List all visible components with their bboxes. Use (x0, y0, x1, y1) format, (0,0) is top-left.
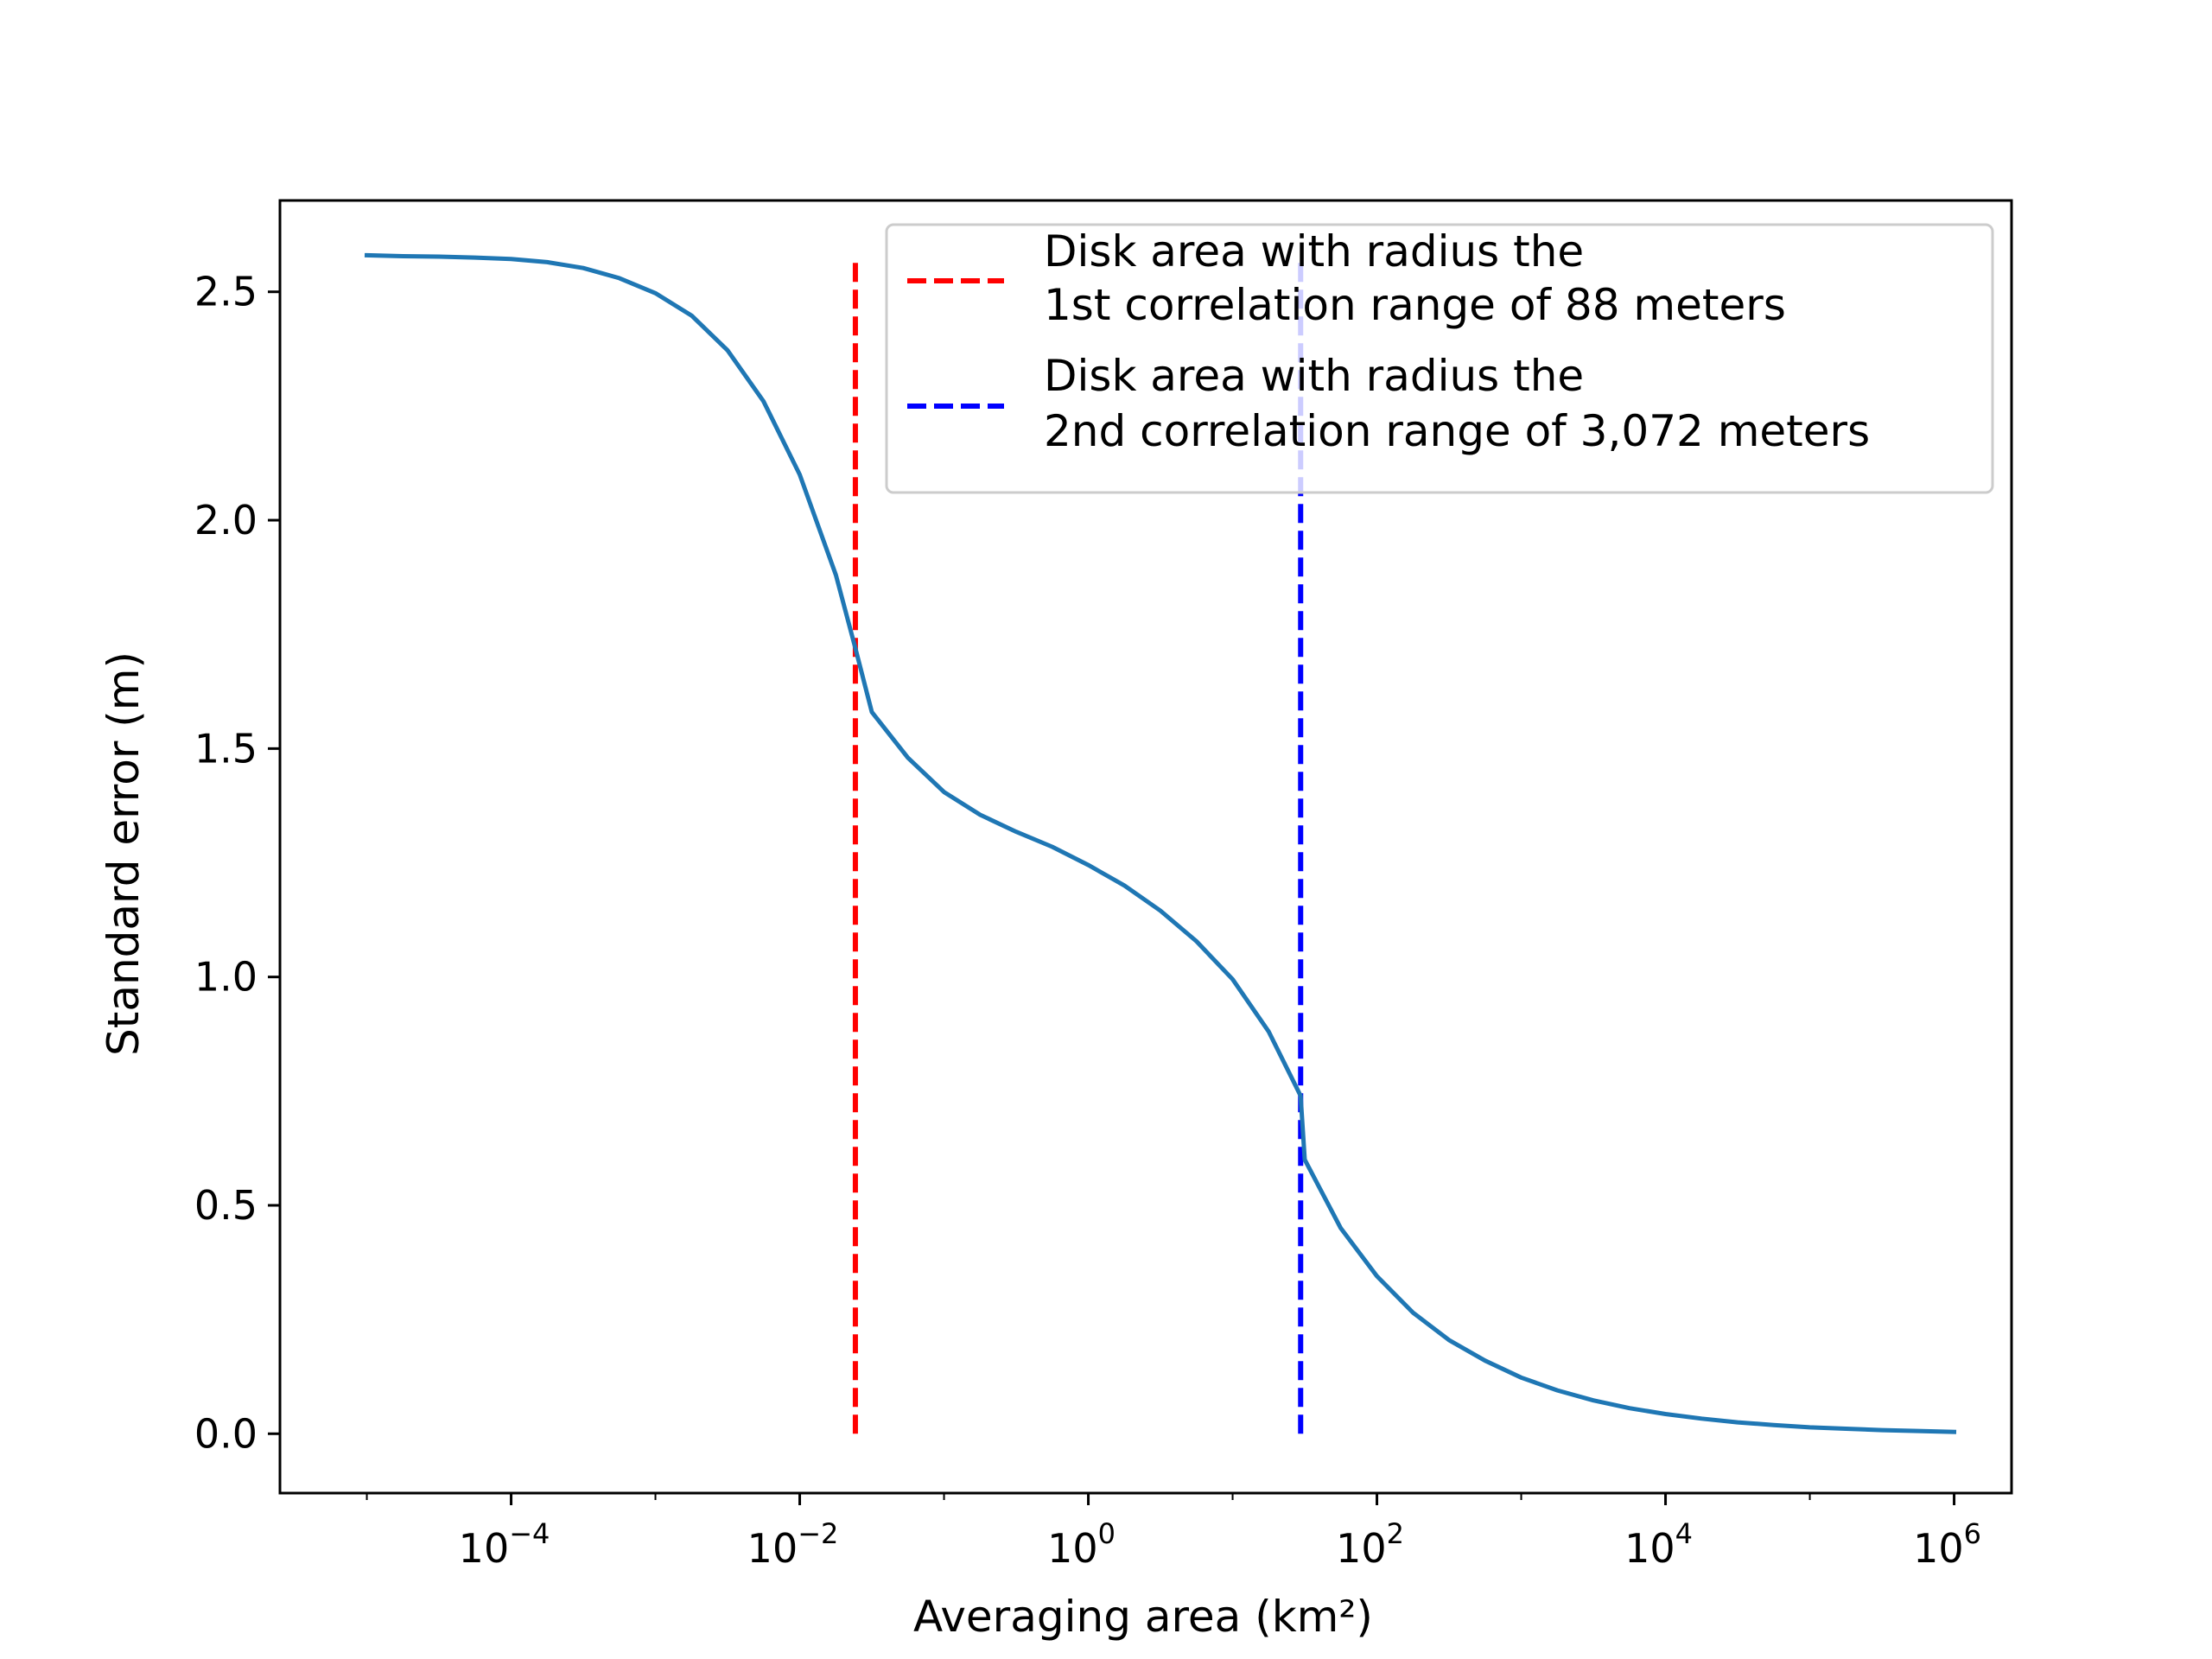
legend-box (885, 223, 1994, 494)
x-tick-label: 10−2 (747, 1517, 839, 1572)
legend-label-2-line-1: Disk area with radius the (1044, 351, 1584, 401)
y-tick-label: 0.5 (194, 1182, 257, 1229)
y-tick-label: 2.0 (194, 497, 257, 543)
y-axis: 0.0 0.5 1.0 1.5 2.0 2.5 (194, 269, 280, 1457)
x-tick-label: 10−4 (459, 1517, 550, 1572)
y-tick-label: 1.5 (194, 725, 257, 772)
y-axis-title: Standard error (m) (99, 652, 149, 1056)
series-line-1 (364, 252, 1957, 1434)
x-tick-label: 102 (1336, 1517, 1404, 1572)
x-axis-title: Averaging area (km²) (913, 1592, 1373, 1642)
legend-label-2-line-2: 2nd correlation range of 3,072 meters (1044, 406, 1870, 456)
legend-label-1-line-2: 1st correlation range of 88 meters (1044, 280, 1786, 330)
x-axis: 10−4 10−2 100 102 104 106 (365, 1493, 1981, 1572)
y-tick-label: 2.5 (194, 269, 257, 315)
x-tick-label: 104 (1624, 1517, 1693, 1572)
legend-label-1-line-1: Disk area with radius the (1044, 226, 1584, 276)
y-tick-label: 0.0 (194, 1410, 257, 1457)
x-tick-label: 106 (1913, 1517, 1981, 1572)
plot-frame (278, 199, 2013, 1495)
x-tick-label: 100 (1047, 1517, 1116, 1572)
y-tick-label: 1.0 (194, 954, 257, 1001)
